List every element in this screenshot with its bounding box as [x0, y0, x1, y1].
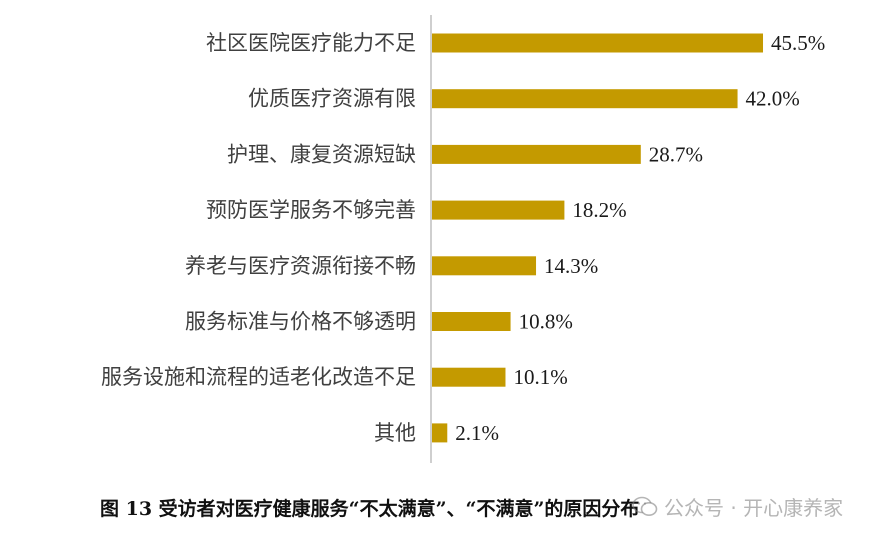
category-label: 优质医疗资源有限: [248, 87, 416, 111]
watermark: 公众号 · 开心康养家: [632, 492, 843, 521]
bar: [432, 312, 511, 331]
bar: [432, 33, 764, 53]
value-label: 18.2%: [572, 198, 626, 222]
bar: [432, 256, 537, 276]
category-label: 服务设施和流程的适老化改造不足: [101, 365, 416, 389]
value-label: 45.5%: [771, 31, 825, 55]
bar: [432, 423, 448, 443]
value-label: 42.0%: [746, 87, 800, 111]
value-label: 10.8%: [519, 310, 573, 334]
bars-group: [432, 33, 764, 443]
category-label: 服务标准与价格不够透明: [185, 310, 416, 334]
bar-chart: 社区医院医疗能力不足优质医疗资源有限护理、康复资源短缺预防医学服务不够完善养老与…: [101, 15, 825, 463]
category-label: 社区医院医疗能力不足: [206, 31, 416, 55]
bar: [432, 200, 565, 220]
bar: [432, 144, 641, 164]
value-label: 2.1%: [455, 421, 499, 445]
bar: [432, 367, 506, 387]
value-labels-group: 45.5% 42.0% 28.7% 18.2% 14.3% 10.8% 10.1% 2.1%: [455, 31, 825, 445]
figure-caption: 图 13 受访者对医疗健康服务“不太满意”、“不满意”的原因分布: [100, 498, 640, 520]
value-label: 10.1%: [513, 365, 567, 389]
category-label: 预防医学服务不够完善: [206, 198, 416, 222]
wechat-icon: [632, 496, 658, 516]
watermark-text: 公众号 · 开心康养家: [664, 496, 844, 520]
value-label: 28.7%: [649, 142, 703, 166]
value-label: 14.3%: [544, 254, 598, 278]
category-label: 其他: [374, 421, 416, 445]
category-labels-group: 社区医院医疗能力不足优质医疗资源有限护理、康复资源短缺预防医学服务不够完善养老与…: [101, 31, 416, 445]
category-label: 养老与医疗资源衔接不畅: [185, 254, 416, 278]
bar: [432, 89, 738, 109]
category-label: 护理、康复资源短缺: [227, 142, 416, 166]
